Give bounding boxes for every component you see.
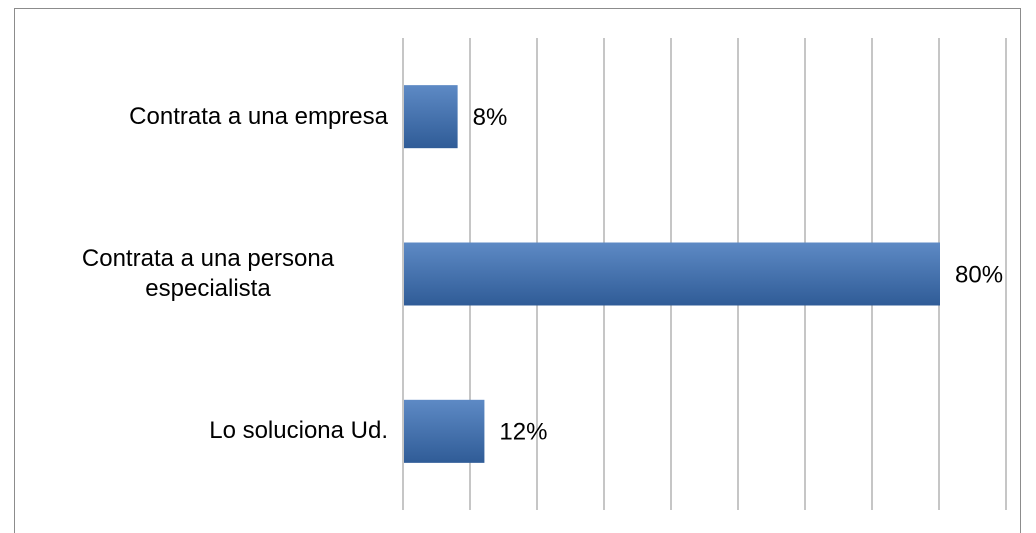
bar-shade [404, 242, 940, 306]
value-label: 80% [955, 261, 1003, 288]
y-label-box: Lo soluciona Ud. [20, 381, 388, 481]
y-tick-label: Contrata a una persona especialista [81, 245, 335, 302]
bar-shade [404, 399, 485, 463]
value-label: 8% [473, 104, 508, 131]
chart-frame [14, 8, 1021, 533]
y-label-box: Contrata a una empresa [20, 67, 388, 167]
bar-shade [404, 85, 458, 149]
y-tick-label: Lo soluciona Ud. [209, 417, 388, 445]
y-tick-label: Contrata a una empresa [129, 102, 388, 130]
y-label-box: Contrata a una persona especialista [20, 224, 388, 324]
value-label: 12% [499, 419, 547, 446]
